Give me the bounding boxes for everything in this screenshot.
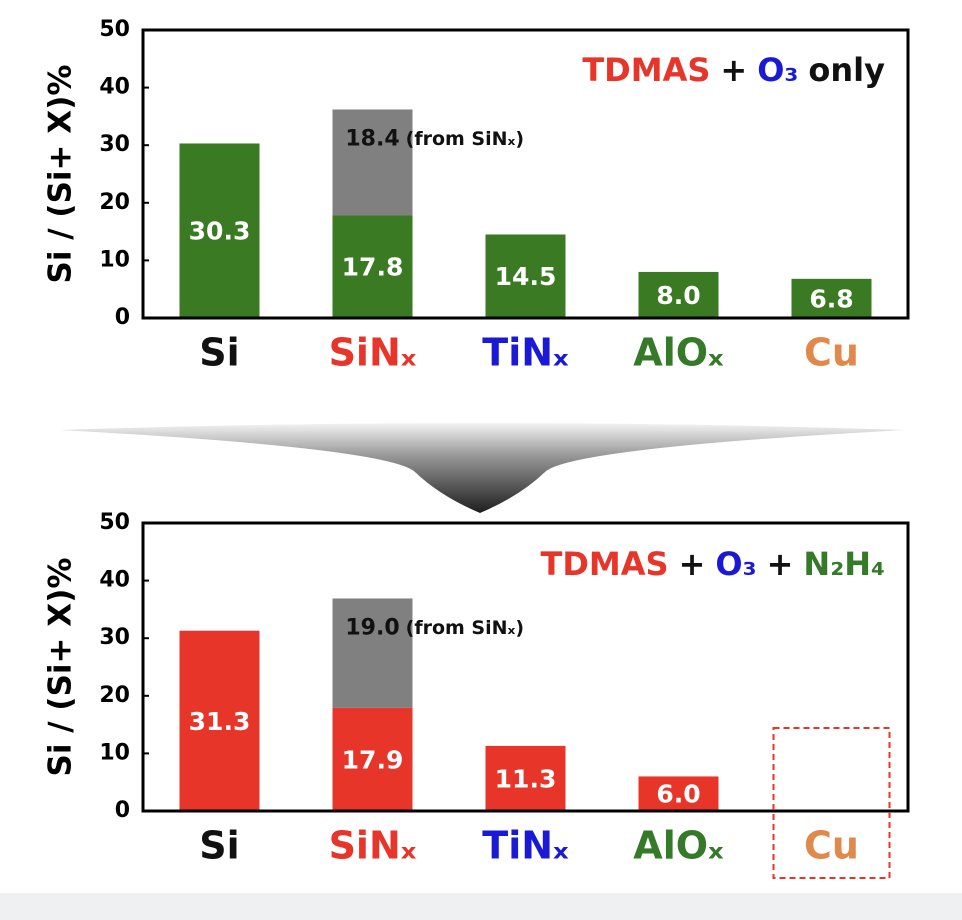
value-label: 31.3 (189, 707, 251, 736)
down-arrow (60, 423, 905, 513)
plot-frame (141, 28, 910, 320)
chart-title: TDMAS + O₃ + N₂H₄ (541, 545, 885, 583)
bar-segment (179, 630, 260, 811)
title-part: + (679, 545, 706, 583)
bar-segment (638, 271, 719, 318)
y-tick-label: 40 (99, 568, 130, 593)
y-tick-label: 0 (115, 305, 130, 330)
bar-segment (791, 278, 872, 318)
annotation: (from SiNₓ) (406, 617, 524, 639)
y-tick-label: 20 (99, 190, 130, 215)
title-part: O₃ (757, 51, 798, 89)
title-part: TDMAS (541, 545, 669, 583)
title-part: N₂H₄ (803, 545, 885, 583)
x-tick-label: SiNₓ (329, 824, 417, 868)
chart-title: TDMAS + O₃ only (582, 51, 885, 89)
annotation: (from SiNₓ) (406, 128, 524, 150)
value-label: 17.8 (342, 253, 404, 282)
bar-segment (485, 745, 566, 811)
value-label: 18.4 (345, 126, 399, 151)
y-tick-label: 40 (99, 75, 130, 100)
title-part: TDMAS (582, 51, 710, 89)
x-tick-label: Cu (804, 331, 859, 375)
y-tick-label: 10 (99, 740, 130, 765)
y-tick-label: 10 (99, 247, 130, 272)
y-tick-label: 30 (99, 132, 130, 157)
x-tick-label: TiNₓ (482, 331, 569, 375)
value-label: 11.3 (495, 764, 557, 793)
x-tick-label: AlOₓ (633, 331, 724, 375)
y-tick-label: 30 (99, 625, 130, 650)
plot-frame (141, 521, 910, 813)
y-tick-label: 0 (115, 798, 130, 823)
bar-segment (179, 143, 260, 318)
y-tick-label: 20 (99, 683, 130, 708)
highlight-box (772, 727, 891, 879)
value-label: 6.8 (809, 284, 853, 313)
x-tick-label: Cu (804, 824, 859, 868)
y-tick-label: 50 (99, 17, 130, 42)
value-label: 14.5 (495, 262, 557, 291)
bar-segment (332, 707, 413, 811)
x-tick-label: SiNₓ (329, 331, 417, 375)
value-label: 8.0 (656, 281, 700, 310)
x-tick-label: Si (199, 331, 239, 375)
title-part: O₃ (715, 545, 756, 583)
bar-segment (332, 215, 413, 318)
title-part: only (808, 51, 885, 89)
y-tick-label: 50 (99, 510, 130, 535)
y-axis-label: Si / (Si+ X)% (43, 558, 79, 777)
footer-strip (0, 893, 962, 920)
bar-segment (638, 776, 719, 811)
x-tick-label: Si (199, 824, 239, 868)
value-label: 17.9 (342, 745, 404, 774)
title-part: + (767, 545, 794, 583)
title-part: + (720, 51, 747, 89)
value-label: 30.3 (189, 217, 251, 246)
value-label: 6.0 (656, 780, 700, 809)
x-tick-label: TiNₓ (482, 824, 569, 868)
x-tick-label: AlOₓ (633, 824, 724, 868)
value-label: 19.0 (345, 615, 399, 640)
y-axis-label: Si / (Si+ X)% (43, 65, 79, 284)
bar-segment (332, 598, 413, 708)
bar-segment (332, 109, 413, 216)
bar-segment (485, 234, 566, 318)
